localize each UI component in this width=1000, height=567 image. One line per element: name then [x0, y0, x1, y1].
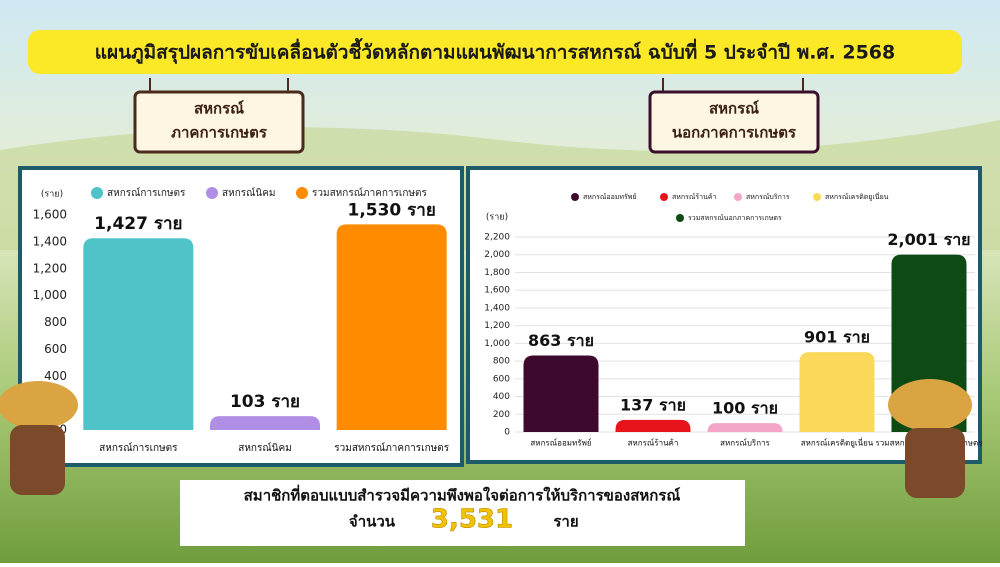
x-tick-label: สหกรณ์เครดิตยูเนี่ยน — [801, 437, 874, 449]
value-label: 137 ราย — [620, 395, 686, 414]
y-tick-label: 600 — [493, 374, 510, 384]
legend-label: สหกรณ์เครดิตยูเนี่ยน — [825, 192, 889, 201]
bar — [707, 423, 783, 432]
y-tick-label: 400 — [493, 392, 510, 402]
y-tick-label: 600 — [44, 342, 67, 356]
body — [10, 425, 65, 495]
x-tick-label: รวมสหกรณ์ภาคการเกษตร — [334, 442, 449, 454]
y-tick-label: 400 — [44, 369, 67, 383]
value-label: 1,530 ราย — [347, 200, 435, 220]
y-tick-label: 1,200 — [484, 321, 510, 331]
body — [905, 428, 965, 498]
hat — [0, 381, 78, 429]
bar — [615, 419, 691, 432]
y-tick-label: 1,600 — [33, 208, 67, 222]
legend-label: สหกรณ์ร้านค้า — [672, 193, 717, 201]
legend-label: สหกรณ์การเกษตร — [107, 187, 186, 199]
board-text: สหกรณ์ — [709, 100, 759, 118]
y-axis-label: (ราย) — [486, 213, 508, 223]
y-tick-label: 1,000 — [484, 339, 510, 349]
board — [648, 90, 820, 154]
title-banner — [28, 30, 962, 74]
legend-label: รวมสหกรณ์ภาคการเกษตร — [312, 187, 427, 199]
farmer-left — [0, 381, 78, 495]
title: แผนภูมิสรุปผลการขับเคลื่อนตัวชี้วัดหลักต… — [95, 38, 896, 65]
y-tick-label: 1,800 — [484, 268, 510, 278]
footer-count: 3,531 — [431, 505, 513, 535]
legend-swatch — [206, 187, 218, 199]
x-tick-label: สหกรณ์ออมทรัพย์ — [530, 438, 591, 448]
bar — [523, 355, 599, 432]
y-tick-label: 1,600 — [484, 286, 510, 296]
y-tick-label: 1,400 — [33, 234, 67, 248]
farmer-right — [888, 379, 972, 498]
board-text: นอกภาคการเกษตร — [672, 124, 797, 142]
value-label: 2,001 ราย — [887, 230, 970, 249]
y-tick-label: 0 — [504, 428, 510, 438]
legend-label: รวมสหกรณ์นอกภาคการเกษตร — [688, 214, 782, 222]
y-tick-label: 800 — [44, 315, 67, 329]
y-tick-label: 1,400 — [484, 303, 510, 313]
y-tick-label: 800 — [493, 357, 510, 367]
footer-text: สมาชิกที่ตอบแบบสำรวจมีความพึงพอใจต่อการใ… — [244, 485, 681, 505]
y-tick-label: 1,000 — [33, 288, 67, 302]
legend-swatch — [676, 214, 684, 222]
legend-swatch — [296, 187, 308, 199]
charts: (ราย) 0 200 400 600 800 1,000 1,200 1,400 1,600 สห… — [33, 187, 983, 454]
board-text: ภาคการเกษตร — [171, 124, 268, 142]
value-label: 901 ราย — [804, 328, 870, 347]
legend-label: สหกรณ์บริการ — [746, 193, 790, 201]
legend-label: สหกรณ์นิคม — [222, 187, 276, 199]
bar — [799, 352, 875, 432]
legend-swatch — [91, 187, 103, 199]
legend-swatch — [571, 193, 579, 201]
bar — [210, 416, 320, 430]
bar — [83, 238, 194, 430]
legend-swatch — [660, 193, 668, 201]
x-tick-label: สหกรณ์การเกษตร — [99, 442, 178, 454]
board — [133, 90, 305, 154]
legend-label: สหกรณ์ออมทรัพย์ — [583, 193, 637, 201]
x-tick-label: สหกรณ์บริการ — [720, 438, 770, 448]
y-tick-label: 1,200 — [33, 261, 67, 275]
footer-count-label: จำนวน — [349, 513, 396, 531]
board-left: สหกรณ์ ภาคการเกษตร — [133, 78, 305, 154]
board-right: สหกรณ์ นอกภาคการเกษตร — [648, 78, 820, 154]
value-label: 863 ราย — [528, 331, 594, 350]
y-tick-label: 2,200 — [484, 233, 510, 243]
value-label: 100 ราย — [712, 399, 778, 418]
y-tick-label: 200 — [493, 410, 510, 420]
legend-swatch — [734, 193, 742, 201]
footer-box — [180, 480, 745, 546]
board-text: สหกรณ์ — [194, 100, 244, 118]
x-tick-label: สหกรณ์นิคม — [238, 442, 292, 454]
value-label: 1,427 ราย — [94, 214, 182, 234]
hat — [888, 379, 972, 431]
legend-swatch — [813, 193, 821, 201]
x-tick-label: สหกรณ์ร้านค้า — [628, 438, 679, 448]
footer-unit: ราย — [553, 513, 578, 531]
bar — [336, 224, 447, 430]
y-tick-label: 2,000 — [484, 250, 510, 260]
value-label: 103 ราย — [230, 392, 300, 412]
y-axis-label: (ราย) — [41, 190, 63, 200]
y-tick-label: 0 — [59, 423, 67, 437]
